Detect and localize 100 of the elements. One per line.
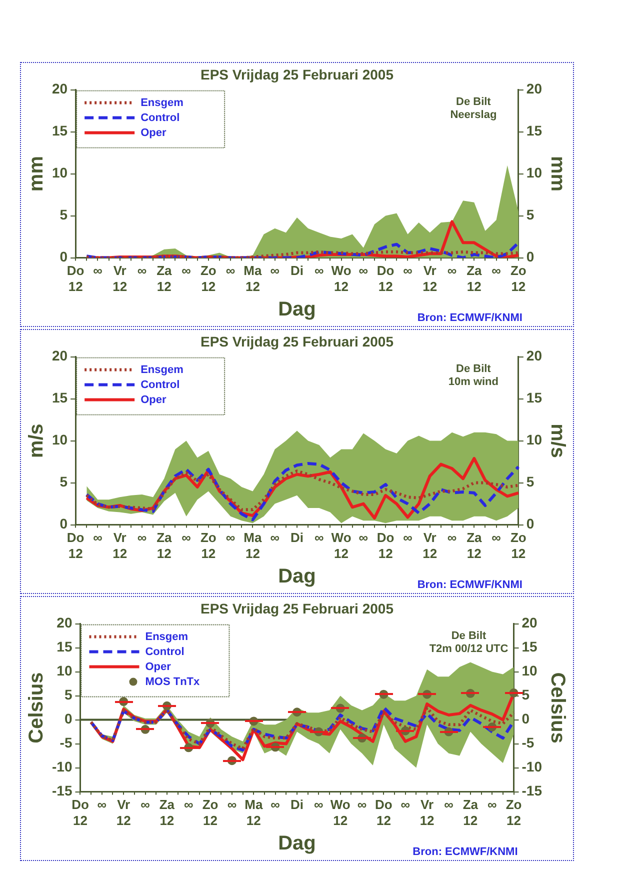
x-tick-label: Do 12 (66, 530, 84, 561)
y-tick-label: 5 (60, 474, 68, 490)
legend-label: MOS TnTx (145, 676, 201, 688)
x-tick-label: ∞ (358, 530, 368, 546)
x-tick-label: Za 12 (466, 263, 482, 294)
x-tick-label: Zo 12 (506, 797, 522, 828)
x-tick-label: ∞ (184, 797, 194, 812)
y-tick-label: 10 (52, 432, 68, 448)
text: Bron: ECMWF/KNMI (417, 312, 522, 324)
text: Bron: ECMWF/KNMI (417, 579, 522, 592)
x-tick-label: Ma 12 (244, 263, 263, 294)
x-tick-label: Vr 12 (422, 263, 438, 294)
y-tick-label: 0 (60, 516, 68, 532)
x-tick-label: ∞ (182, 263, 191, 278)
x-tick-label: Di (290, 797, 304, 812)
y-tick-label: 5 (60, 206, 68, 223)
x-tick-label: ∞ (447, 530, 457, 546)
x-tick-label: ∞ (400, 797, 410, 812)
x-tick-label: Zo 12 (200, 530, 216, 561)
y-tick-label: -5 (60, 734, 72, 751)
x-tick-label: ∞ (137, 263, 147, 278)
x-tick-label: Ma 12 (244, 797, 264, 828)
legend-label: Ensgem (140, 96, 184, 109)
x-tick-label: Zo 12 (510, 530, 526, 561)
x-tick-label: Za 12 (462, 797, 479, 828)
legend-label: Control (140, 112, 180, 124)
chart-title: EPS Vrijdag 25 Februari 2005 (200, 333, 394, 350)
legend-label: Control (140, 378, 180, 391)
y2-tick-label: 20 (526, 348, 542, 364)
y2-tick-label: 10 (522, 662, 538, 679)
y-tick-label: 15 (52, 122, 68, 139)
y2-tick-label: -5 (522, 734, 534, 751)
x-tick-label: ∞ (226, 263, 236, 278)
y-tick-label: 20 (56, 614, 72, 631)
x-tick-label: Vr 12 (112, 263, 128, 294)
x-tick-label: ∞ (447, 263, 457, 278)
x-tick-label: Wo 12 (330, 797, 350, 828)
legend-label: Control (145, 646, 184, 658)
y-tick-label: 20 (52, 348, 68, 364)
x-tick-label: ∞ (357, 797, 367, 812)
y2-tick-label: 10 (526, 432, 542, 448)
chart-title: EPS Vrijdag 25 Februari 2005 (200, 66, 394, 82)
y-tick-label: 15 (56, 638, 72, 655)
y2-tick-label: 20 (522, 614, 538, 631)
x-tick-label: Za 12 (156, 530, 172, 561)
x-tick-label: Vr 12 (420, 797, 434, 828)
x-tick-label: Wo 12 (331, 530, 352, 561)
x-tick-label: ∞ (314, 530, 324, 546)
x-tick-label: Wo 12 (331, 263, 352, 294)
x-tick-label: ∞ (314, 797, 324, 812)
legend-label: Oper (145, 660, 172, 673)
y-axis-title: mm (26, 156, 48, 192)
x-tick-label: Za 12 (156, 263, 172, 294)
x-tick-label: ∞ (270, 797, 280, 812)
y2-tick-label: 20 (526, 80, 542, 97)
y2-axis-title: mm (546, 156, 568, 192)
y2-tick-label: 5 (522, 686, 530, 703)
y2-tick-label: 0 (522, 710, 530, 727)
legend-label: Ensgem (140, 364, 184, 376)
x-tick-label: Di (290, 530, 304, 546)
x-tick-label: Do 12 (376, 530, 394, 561)
y2-tick-label: 0 (526, 248, 534, 265)
x-tick-label: ∞ (182, 530, 191, 546)
x-tick-label: Zo 12 (510, 263, 526, 294)
annotation: De Bilt (451, 630, 487, 642)
y-axis-title: Celsius (26, 672, 48, 744)
y2-tick-label: -10 (522, 758, 542, 775)
x-tick-label: ∞ (93, 263, 102, 278)
x-tick-label: ∞ (137, 530, 147, 546)
y-tick-label: 0 (60, 248, 68, 265)
annotation: De Bilt (456, 96, 492, 108)
line-series (85, 241, 520, 258)
y-tick-label: -10 (52, 758, 72, 775)
x-tick-label: ∞ (140, 797, 150, 812)
y2-tick-label: 5 (526, 206, 534, 223)
y-tick-label: 10 (56, 662, 72, 679)
x-tick-label: Do 12 (66, 263, 84, 294)
y-tick-label: 20 (52, 80, 68, 97)
x-axis-title: Dag (278, 298, 316, 321)
x-axis-title: Dag (278, 566, 316, 588)
x-tick-label: ∞ (97, 797, 107, 812)
x-tick-label: ∞ (270, 263, 280, 278)
line-series (85, 470, 520, 512)
x-tick-label: ∞ (227, 797, 237, 812)
x-tick-label: ∞ (492, 263, 501, 278)
x-tick-label: Do 12 (376, 263, 394, 294)
x-tick-label: ∞ (492, 530, 501, 546)
x-tick-label: ∞ (314, 263, 324, 278)
x-tick-label: Vr 12 (422, 530, 438, 561)
chart-title: EPS Vrijdag 25 Februari 2005 (200, 600, 394, 616)
y2-tick-label: 15 (526, 122, 542, 139)
x-tick-label: ∞ (487, 797, 497, 812)
x-tick-label: ∞ (403, 263, 412, 278)
y-tick-label: -15 (52, 782, 72, 799)
x-tick-label: ∞ (403, 530, 412, 546)
legend-label: Oper (140, 126, 167, 139)
y2-tick-label: 0 (526, 516, 534, 532)
y2-axis-title: m/s (546, 424, 568, 458)
annotation: T2m 00/12 UTC (429, 642, 508, 655)
x-tick-label: ∞ (358, 263, 368, 278)
